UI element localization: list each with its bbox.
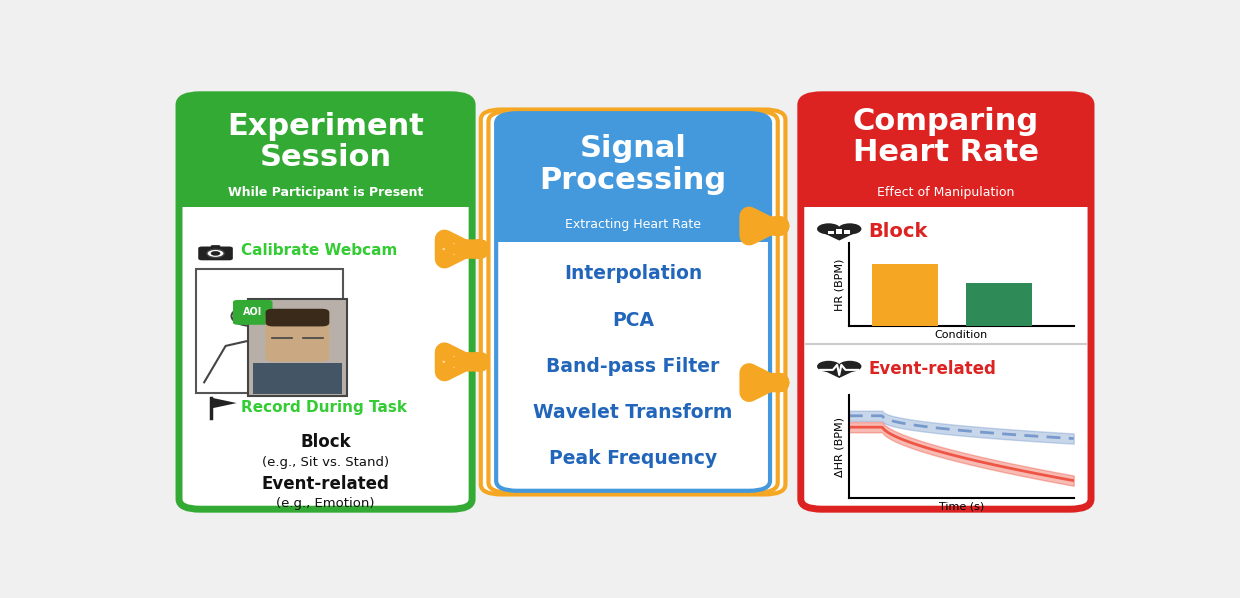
Text: Extracting Heart Rate: Extracting Heart Rate <box>565 218 701 231</box>
FancyBboxPatch shape <box>496 197 770 242</box>
Polygon shape <box>817 367 862 378</box>
Circle shape <box>838 223 862 234</box>
FancyBboxPatch shape <box>248 298 347 396</box>
FancyBboxPatch shape <box>801 167 1091 207</box>
FancyBboxPatch shape <box>836 229 842 234</box>
FancyBboxPatch shape <box>179 94 472 509</box>
FancyBboxPatch shape <box>801 94 1091 509</box>
FancyBboxPatch shape <box>179 162 472 207</box>
Polygon shape <box>817 230 862 240</box>
Text: Block: Block <box>300 433 351 451</box>
Text: Experiment
Session: Experiment Session <box>227 112 424 172</box>
Text: Signal
Processing: Signal Processing <box>539 135 727 195</box>
Text: Effect of Manipulation: Effect of Manipulation <box>877 185 1014 199</box>
FancyBboxPatch shape <box>843 230 849 234</box>
Text: Interpolation: Interpolation <box>564 264 702 283</box>
Text: Wavelet Transform: Wavelet Transform <box>533 403 733 422</box>
Circle shape <box>817 361 841 372</box>
FancyBboxPatch shape <box>265 312 330 362</box>
FancyBboxPatch shape <box>265 309 330 327</box>
FancyBboxPatch shape <box>481 109 785 495</box>
FancyBboxPatch shape <box>496 113 770 491</box>
Text: PCA: PCA <box>613 310 653 329</box>
Circle shape <box>838 361 862 372</box>
FancyBboxPatch shape <box>801 94 1091 207</box>
Text: Event-related: Event-related <box>868 360 996 378</box>
Text: Calibrate Webcam: Calibrate Webcam <box>242 243 398 258</box>
Text: Block: Block <box>868 222 928 241</box>
FancyBboxPatch shape <box>179 94 472 207</box>
FancyBboxPatch shape <box>233 300 273 325</box>
Text: AOI: AOI <box>243 307 263 318</box>
FancyBboxPatch shape <box>489 111 777 493</box>
Text: Record During Task: Record During Task <box>242 400 408 415</box>
Text: Event-related: Event-related <box>262 474 389 493</box>
Circle shape <box>211 251 221 256</box>
Circle shape <box>207 249 224 258</box>
Text: (e.g., Sit vs. Stand): (e.g., Sit vs. Stand) <box>262 456 389 469</box>
Polygon shape <box>211 398 237 408</box>
Circle shape <box>817 223 841 234</box>
Text: Band-pass Filter: Band-pass Filter <box>547 356 719 376</box>
FancyBboxPatch shape <box>211 245 221 248</box>
Text: (e.g., Emotion): (e.g., Emotion) <box>277 498 374 510</box>
Text: While Participant is Present: While Participant is Present <box>228 185 423 199</box>
Text: Comparing
Heart Rate: Comparing Heart Rate <box>853 107 1039 167</box>
FancyBboxPatch shape <box>253 362 342 393</box>
FancyBboxPatch shape <box>827 231 833 234</box>
FancyBboxPatch shape <box>496 113 770 242</box>
FancyBboxPatch shape <box>198 246 233 260</box>
FancyBboxPatch shape <box>196 269 343 393</box>
Text: Peak Frequency: Peak Frequency <box>549 449 717 468</box>
